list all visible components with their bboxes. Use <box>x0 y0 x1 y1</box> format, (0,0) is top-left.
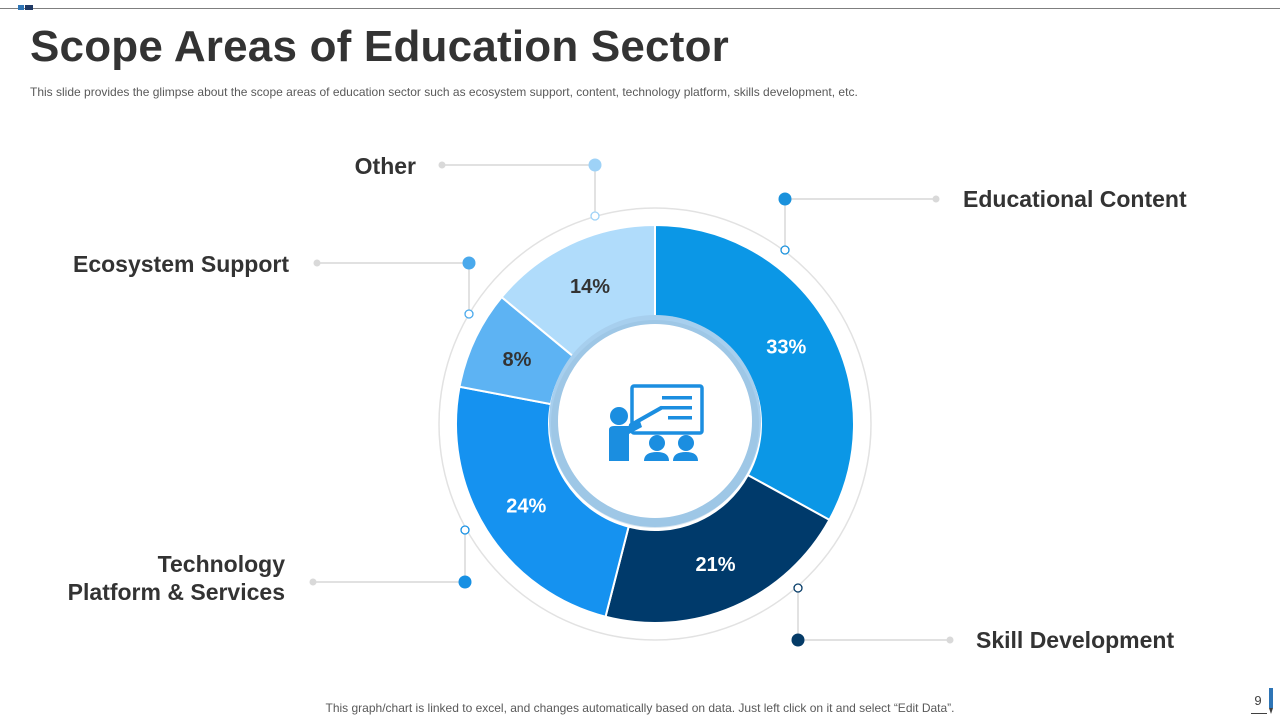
callout-ring-dot <box>793 583 803 593</box>
callout-ecosystem-support <box>313 256 476 319</box>
category-label-ecosystem-support: Ecosystem Support <box>73 251 289 277</box>
value-label-ecosystem-support: 8% <box>503 349 532 371</box>
teacher-presentation-icon <box>609 384 704 461</box>
callout-knob <box>458 575 472 589</box>
category-label-educational-content: Educational Content <box>963 186 1187 212</box>
callout-ring-dot <box>460 525 470 535</box>
corner-accent-left <box>18 5 24 10</box>
callout-knob <box>462 256 476 270</box>
callout-other <box>438 158 602 221</box>
callout-end-dot <box>313 259 321 267</box>
callout-end-dot <box>438 161 446 169</box>
callout-knob <box>588 158 602 172</box>
callout-skill-development <box>791 583 954 647</box>
callout-technology-platform-services <box>309 525 472 589</box>
page-number-underline <box>1251 713 1267 714</box>
callout-lines <box>309 158 954 647</box>
category-label-technology-platform-services: Technology Platform & Services <box>68 551 286 605</box>
callout-end-dot <box>932 195 940 203</box>
category-labels: Educational Content Skill Development Tech… <box>68 153 1187 653</box>
footer-note: This graph/chart is linked to excel, and… <box>325 701 955 715</box>
value-label-skill-development: 21% <box>696 554 736 576</box>
callout-knob <box>778 192 792 206</box>
callout-end-dot <box>309 578 317 586</box>
category-label-skill-development: Skill Development <box>976 627 1174 653</box>
callout-educational-content <box>778 192 940 255</box>
slice-skill-development[interactable] <box>604 473 831 624</box>
slide-title: Scope Areas of Education Sector <box>30 22 729 71</box>
callout-knob <box>791 633 805 647</box>
slice-technology-platform-services[interactable] <box>455 385 630 618</box>
corner-accent-right <box>25 5 33 10</box>
value-label-other: 14% <box>570 276 610 298</box>
value-label-technology-platform-services: 24% <box>506 496 546 518</box>
outer-ring <box>438 207 872 641</box>
top-rule <box>0 8 1280 9</box>
callout-ring-dot <box>780 245 790 255</box>
value-labels: 33% 21% 24% 8% 14% <box>503 276 807 576</box>
callout-end-dot <box>946 636 954 644</box>
callout-ring-dot <box>464 309 474 319</box>
slice-group <box>455 223 855 624</box>
category-label-other: Other <box>355 153 416 179</box>
slide-subtitle: This slide provides the glimpse about th… <box>30 85 858 99</box>
callout-ring-dot <box>590 211 600 221</box>
page-number: 9 <box>1254 693 1262 708</box>
pen-icon <box>1269 688 1273 714</box>
center-disc <box>558 324 752 518</box>
value-label-educational-content: 33% <box>766 336 806 358</box>
